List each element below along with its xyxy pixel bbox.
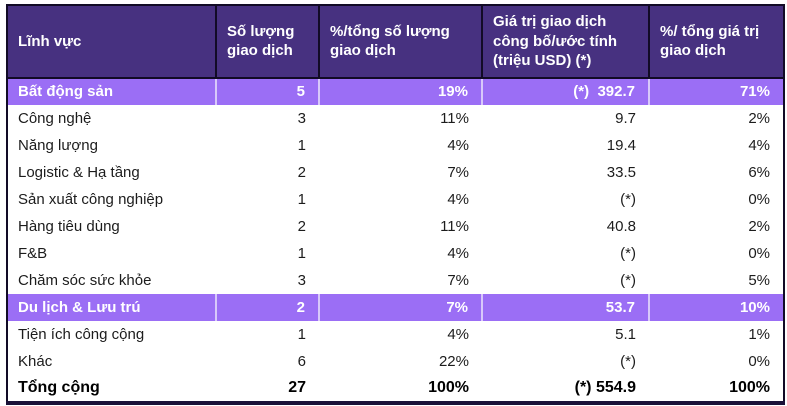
cell-sector: Du lịch & Lưu trú [7, 293, 217, 321]
table-row-khac: Khác 6 22% (*) 0% [7, 347, 784, 375]
column-header-count: Số lượng giao dịch [216, 5, 320, 79]
table-row-fnb: F&B 1 4% (*) 0% [7, 239, 784, 267]
cell-pct-value: 10% [649, 293, 784, 321]
cell-total-label: Tổng cộng [7, 374, 216, 403]
table-row-cong-nghe: Công nghệ 3 11% 9.7 2% [7, 104, 784, 132]
cell-count: 2 [216, 158, 319, 186]
column-header-sector: Lĩnh vực [7, 5, 217, 79]
cell-total-pct-value: 100% [649, 374, 784, 403]
table-row-nang-luong: Năng lượng 1 4% 19.4 4% [7, 131, 784, 159]
cell-value: 53.7 [482, 293, 650, 321]
cell-total-count: 27 [216, 374, 319, 403]
cell-value: 9.7 [482, 104, 649, 132]
table-row-tien-ich-cong-cong: Tiện ích công cộng 1 4% 5.1 1% [7, 320, 784, 348]
cell-value: (*) [482, 239, 649, 267]
cell-sector: Chăm sóc sức khỏe [7, 266, 216, 294]
table-row-san-xuat-cong-nghiep: Sản xuất công nghiệp 1 4% (*) 0% [7, 185, 784, 213]
cell-value: 19.4 [482, 131, 649, 159]
sector-transactions-table-container: Lĩnh vực Số lượng giao dịch %/tổng số lư… [6, 4, 785, 405]
header-row: Lĩnh vực Số lượng giao dịch %/tổng số lư… [7, 5, 784, 79]
cell-count: 2 [216, 293, 320, 321]
cell-pct-value: 1% [649, 320, 784, 348]
cell-value: 40.8 [482, 212, 649, 240]
cell-pct-value: 0% [649, 239, 784, 267]
table-row-logistic-ha-tang: Logistic & Hạ tầng 2 7% 33.5 6% [7, 158, 784, 186]
table-row-total: Tổng cộng 27 100% (*) 554.9 100% [7, 374, 784, 403]
cell-pct-count: 4% [319, 131, 482, 159]
cell-sector: Logistic & Hạ tầng [7, 158, 216, 186]
cell-total-pct-count: 100% [319, 374, 482, 403]
cell-sector: Sản xuất công nghiệp [7, 185, 216, 213]
cell-value: (*) 392.7 [482, 77, 650, 105]
cell-count: 1 [216, 185, 319, 213]
cell-pct-count: 11% [319, 104, 482, 132]
cell-pct-count: 11% [319, 212, 482, 240]
cell-count: 1 [216, 320, 319, 348]
cell-count: 3 [216, 104, 319, 132]
cell-sector: Bất động sản [7, 77, 217, 105]
cell-sector: Công nghệ [7, 104, 216, 132]
cell-pct-count: 22% [319, 347, 482, 375]
cell-count: 1 [216, 239, 319, 267]
cell-pct-count: 4% [319, 320, 482, 348]
cell-pct-count: 4% [319, 185, 482, 213]
cell-pct-value: 6% [649, 158, 784, 186]
cell-pct-count: 7% [319, 293, 483, 321]
cell-pct-value: 5% [649, 266, 784, 294]
sector-transactions-table: Lĩnh vực Số lượng giao dịch %/tổng số lư… [6, 4, 785, 405]
cell-pct-count: 7% [319, 266, 482, 294]
cell-count: 2 [216, 212, 319, 240]
column-header-pct-count: %/tổng số lượng giao dịch [319, 5, 483, 79]
column-header-value: Giá trị giao dịch công bố/ước tính (triệ… [482, 5, 650, 79]
cell-count: 3 [216, 266, 319, 294]
table-body: Bất động sản 5 19% (*) 392.7 71% Công ng… [7, 77, 784, 403]
cell-pct-count: 7% [319, 158, 482, 186]
cell-pct-count: 4% [319, 239, 482, 267]
cell-sector: Năng lượng [7, 131, 216, 159]
cell-value: 5.1 [482, 320, 649, 348]
cell-value: (*) [482, 266, 649, 294]
cell-sector: Khác [7, 347, 216, 375]
cell-pct-value: 0% [649, 185, 784, 213]
cell-count: 1 [216, 131, 319, 159]
table-row-du-lich-luu-tru: Du lịch & Lưu trú 2 7% 53.7 10% [7, 293, 784, 321]
cell-pct-count: 19% [319, 77, 483, 105]
cell-pct-value: 0% [649, 347, 784, 375]
cell-count: 6 [216, 347, 319, 375]
cell-pct-value: 4% [649, 131, 784, 159]
cell-sector: F&B [7, 239, 216, 267]
cell-pct-value: 2% [649, 212, 784, 240]
table-row-bat-dong-san: Bất động sản 5 19% (*) 392.7 71% [7, 77, 784, 105]
cell-pct-value: 2% [649, 104, 784, 132]
table-row-hang-tieu-dung: Hàng tiêu dùng 2 11% 40.8 2% [7, 212, 784, 240]
table-row-cham-soc-suc-khoe: Chăm sóc sức khỏe 3 7% (*) 5% [7, 266, 784, 294]
cell-sector: Tiện ích công cộng [7, 320, 216, 348]
cell-sector: Hàng tiêu dùng [7, 212, 216, 240]
column-header-pct-value: %/ tổng giá trị giao dịch [649, 5, 784, 79]
cell-total-value: (*) 554.9 [482, 374, 649, 403]
cell-value: (*) [482, 185, 649, 213]
table-header: Lĩnh vực Số lượng giao dịch %/tổng số lư… [7, 5, 784, 79]
cell-value: 33.5 [482, 158, 649, 186]
cell-count: 5 [216, 77, 320, 105]
cell-pct-value: 71% [649, 77, 784, 105]
cell-value: (*) [482, 347, 649, 375]
